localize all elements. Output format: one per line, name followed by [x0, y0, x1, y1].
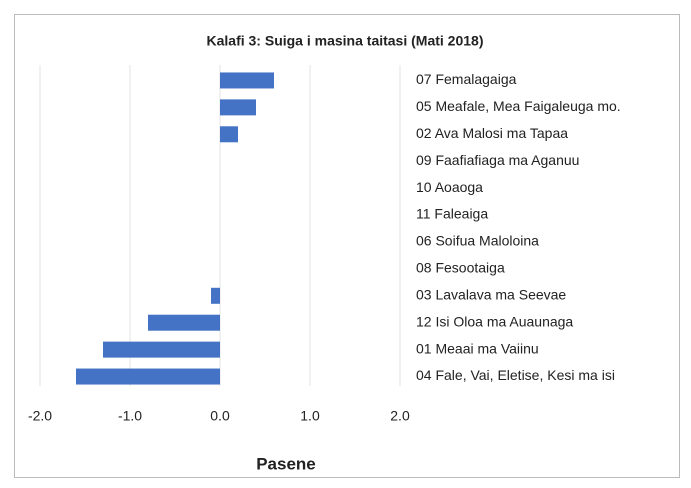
- y-tick-label: 03 Lavalava ma Seevae: [416, 286, 566, 302]
- y-tick-label: 10 Aoaoga: [416, 179, 483, 195]
- x-tick-label: 2.0: [390, 408, 410, 424]
- x-axis-title: Pasene: [256, 454, 316, 473]
- bar: [220, 126, 238, 143]
- bar: [220, 72, 274, 89]
- y-tick-label: 05 Meafale, Mea Faigaleuga mo.: [416, 98, 621, 114]
- y-tick-label: 06 Soifua Maloloina: [416, 233, 539, 249]
- chart-frame: [14, 14, 680, 478]
- y-tick-label: 08 Fesootaiga: [416, 260, 505, 276]
- y-tick-label: 09 Faafiafiaga ma Aganuu: [416, 152, 579, 168]
- bar: [76, 368, 220, 385]
- chart-title: Kalafi 3: Suiga i masina taitasi (Mati 2…: [207, 33, 484, 49]
- bar: [148, 314, 220, 331]
- bar: [103, 341, 220, 358]
- bar: [211, 287, 220, 304]
- bar: [220, 99, 256, 116]
- y-tick-label: 11 Faleaiga: [416, 206, 488, 222]
- y-tick-label: 01 Meaai ma Vaiinu: [416, 340, 539, 356]
- x-tick-label: 1.0: [300, 408, 320, 424]
- x-tick-label: -1.0: [118, 408, 142, 424]
- x-tick-label: -2.0: [28, 408, 52, 424]
- y-tick-label: 07 Femalagaiga: [416, 71, 517, 87]
- x-tick-label: 0.0: [210, 408, 230, 424]
- y-tick-label: 04 Fale, Vai, Eletise, Kesi ma isi: [416, 367, 615, 383]
- y-tick-label: 02 Ava Malosi ma Tapaa: [416, 125, 568, 141]
- y-tick-label: 12 Isi Oloa ma Auaunaga: [416, 313, 573, 329]
